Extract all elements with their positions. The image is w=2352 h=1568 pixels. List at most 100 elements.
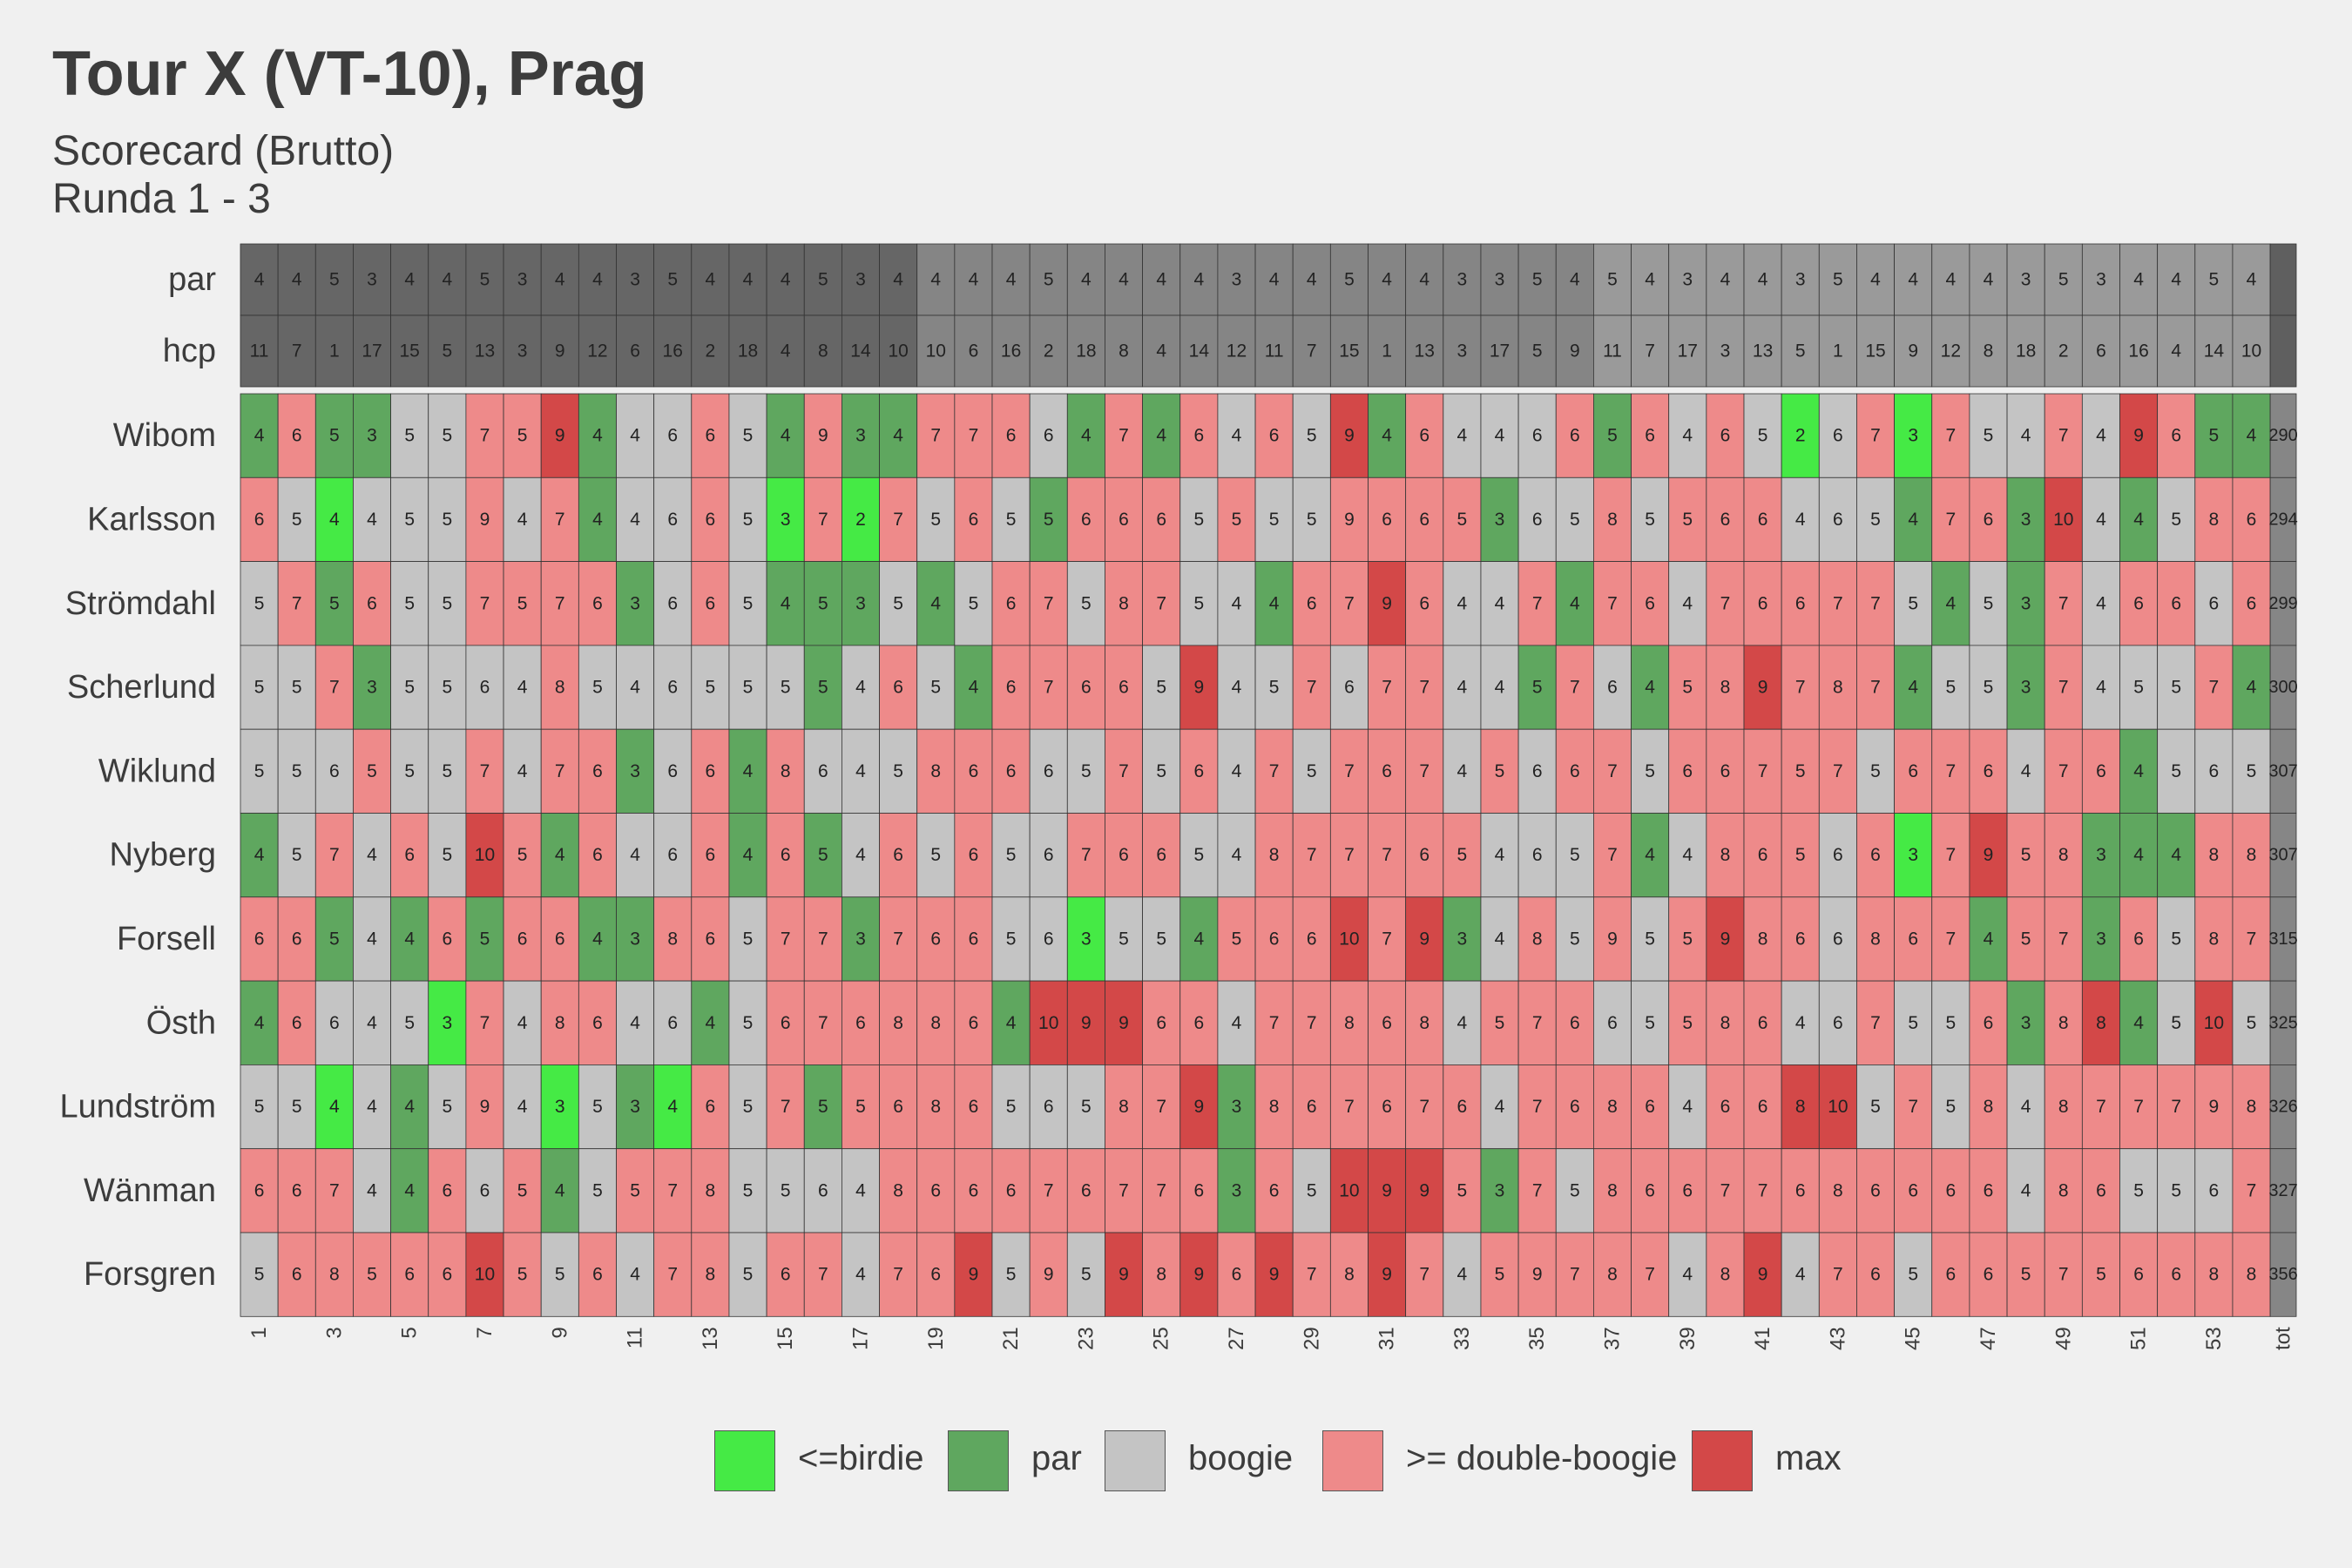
score-value: 4	[2247, 678, 2257, 698]
score-cell	[1743, 896, 1782, 982]
score-value: 5	[367, 761, 377, 781]
header-value-hcp-26: 14	[1189, 341, 1210, 362]
score-value: 8	[2058, 845, 2069, 865]
score-value: 5	[969, 593, 979, 613]
x-tick-label: 51	[2127, 1327, 2151, 1350]
x-tick-label: 31	[1375, 1327, 1399, 1350]
score-value: 5	[1193, 593, 1204, 613]
score-cell	[1818, 1232, 1857, 1317]
score-value: 10	[1339, 929, 1359, 949]
score-value: 7	[818, 929, 828, 949]
header-value-par-6: 4	[442, 270, 452, 290]
score-cell	[2194, 896, 2234, 982]
header-value-hcp-45: 9	[1908, 341, 1918, 362]
score-value: 8	[2209, 929, 2220, 949]
score-value: 6	[667, 845, 678, 865]
score-value: 4	[1081, 426, 1092, 446]
score-value: 3	[630, 593, 640, 613]
score-cell	[240, 1232, 279, 1317]
header-value-par-32: 4	[1419, 270, 1429, 290]
score-cell	[503, 728, 542, 814]
score-value: 7	[1720, 593, 1731, 613]
score-value: 6	[969, 510, 979, 530]
score-value: 8	[930, 1013, 941, 1033]
score-cell	[1555, 476, 1594, 562]
score-value: 4	[1006, 1013, 1017, 1033]
score-cell	[1818, 393, 1857, 478]
score-cell	[540, 561, 579, 646]
header-value-hcp-32: 13	[1415, 341, 1435, 362]
score-value: 7	[667, 1265, 678, 1285]
score-value: 6	[480, 678, 490, 698]
score-cell	[1969, 1064, 2008, 1150]
score-cell	[1517, 476, 1557, 562]
score-cell	[1555, 561, 1594, 646]
header-value-par-10: 4	[592, 270, 603, 290]
score-cell	[991, 1148, 1031, 1233]
score-value: 5	[592, 1180, 603, 1200]
score-cell	[1856, 728, 1895, 814]
score-value: 5	[1269, 678, 1280, 698]
score-value: 4	[630, 1265, 640, 1285]
score-cell	[540, 728, 579, 814]
score-cell	[1029, 896, 1068, 982]
player-name: Strömdahl	[65, 585, 216, 622]
header-value-hcp-30: 15	[1339, 341, 1359, 362]
score-cell	[1368, 728, 1407, 814]
score-cell	[1292, 896, 1331, 982]
score-cell	[277, 813, 316, 898]
score-value: 7	[1044, 593, 1054, 613]
score-value: 4	[254, 1013, 265, 1033]
total-cell	[2269, 728, 2297, 814]
header-cell-hcp-40	[1706, 314, 1745, 388]
score-cell	[277, 476, 316, 562]
score-value: 8	[1269, 1097, 1280, 1117]
header-value-par-40: 4	[1720, 270, 1731, 290]
score-value: 5	[706, 678, 716, 698]
score-value: 7	[1419, 1265, 1429, 1285]
header-value-hcp-35: 5	[1532, 341, 1543, 362]
header-cell-hcp-34	[1480, 314, 1519, 388]
score-cell	[1668, 561, 1707, 646]
score-value: 5	[292, 1097, 302, 1117]
score-cell	[578, 980, 617, 1065]
score-cell	[766, 645, 805, 730]
score-cell	[1368, 813, 1407, 898]
score-cell	[1405, 393, 1444, 478]
score-cell	[2119, 1232, 2159, 1317]
x-tick-label: 19	[924, 1327, 948, 1350]
score-value: 6	[1570, 1097, 1580, 1117]
score-value: 7	[893, 929, 903, 949]
score-cell	[2044, 980, 2083, 1065]
score-value: 3	[2021, 1013, 2031, 1033]
score-value: 6	[1419, 426, 1429, 446]
score-cell	[1254, 476, 1294, 562]
score-value: 7	[1945, 845, 1956, 865]
score-value: 5	[329, 929, 340, 949]
score-cell	[1480, 1064, 1519, 1150]
header-cell-hcp-41	[1743, 314, 1782, 388]
score-cell	[2157, 1064, 2196, 1150]
score-value: 6	[1945, 1265, 1956, 1285]
score-cell	[1142, 1148, 1181, 1233]
score-cell	[540, 476, 579, 562]
score-value: 5	[442, 593, 452, 613]
score-value: 9	[1193, 1265, 1204, 1285]
legend-swatch	[1105, 1430, 1166, 1491]
score-cell	[1894, 980, 1933, 1065]
score-value: 8	[1795, 1097, 1806, 1117]
score-value: 7	[2096, 1097, 2106, 1117]
score-value: 6	[1870, 1265, 1881, 1285]
score-value: 4	[630, 510, 640, 530]
x-tick-label: 9	[548, 1327, 571, 1338]
score-value: 4	[1570, 593, 1580, 613]
score-cell	[353, 1148, 392, 1233]
header-cell-par-27	[1217, 243, 1256, 316]
score-cell	[1969, 393, 2008, 478]
score-value: 6	[592, 845, 603, 865]
score-value: 8	[706, 1180, 716, 1200]
header-cell-par-14	[728, 243, 767, 316]
score-value: 5	[1081, 761, 1092, 781]
score-value: 4	[855, 761, 866, 781]
score-cell	[503, 476, 542, 562]
